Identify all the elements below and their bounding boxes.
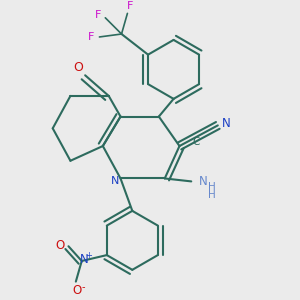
Text: H: H: [208, 190, 216, 200]
Text: F: F: [95, 11, 101, 20]
Text: N: N: [199, 175, 207, 188]
Text: O: O: [73, 61, 83, 74]
Text: C: C: [192, 136, 200, 147]
Text: F: F: [127, 1, 133, 11]
Text: N: N: [222, 117, 230, 130]
Text: H: H: [208, 182, 216, 192]
Text: N: N: [110, 176, 119, 186]
Text: +: +: [85, 250, 92, 260]
Text: O: O: [73, 284, 82, 297]
Text: O: O: [56, 239, 65, 252]
Text: -: -: [82, 283, 85, 292]
Text: F: F: [88, 32, 94, 42]
Text: N: N: [80, 253, 88, 266]
